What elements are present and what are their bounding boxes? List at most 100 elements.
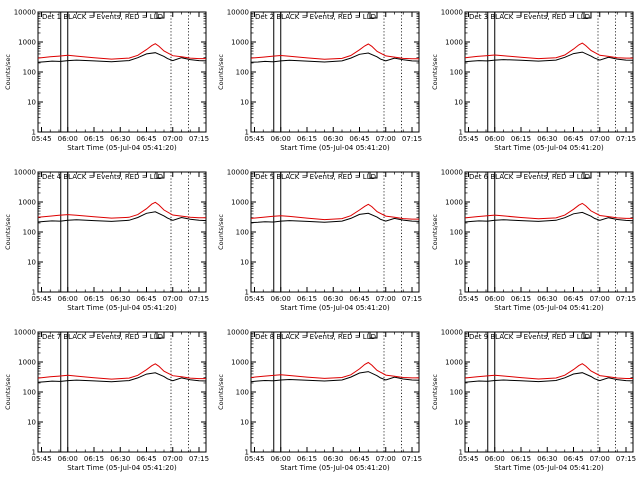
x-tick-label: 06:15: [84, 135, 104, 143]
y-tick-label: 10000: [441, 9, 463, 17]
y-tick-label: 10000: [14, 169, 36, 177]
x-tick-label: 06:30: [323, 295, 343, 303]
lld-series-line: [37, 201, 206, 219]
y-axis-label: Counts/sec: [431, 54, 439, 90]
y-tick-label: 10000: [227, 169, 249, 177]
y-tick-label: 10: [27, 259, 36, 267]
y-tick-label: 100: [450, 69, 463, 77]
y-tick-label: 100: [450, 229, 463, 237]
x-tick-label: 07:00: [163, 455, 183, 463]
y-tick-label: 1: [245, 289, 249, 297]
x-axis-label: Start Time (05-Jul-04 05:41:20): [280, 464, 390, 472]
x-tick-label: 07:00: [590, 295, 610, 303]
time-bracket-marker: [156, 172, 165, 179]
x-tick-label: 07:15: [189, 295, 209, 303]
y-tick-label: 100: [450, 389, 463, 397]
panel-5: 1 10 100 1000 10000 05:45 06:00 06:15 06:30 06:45…: [217, 169, 422, 313]
lld-series-line: [250, 361, 419, 379]
time-bracket-marker: [369, 332, 378, 339]
y-tick-label: 100: [236, 229, 249, 237]
panel-8: 1 10 100 1000 10000 05:45 06:00 06:15 06:30 06:45…: [217, 329, 422, 473]
lld-series-line: [464, 363, 633, 380]
x-tick-label: 05:45: [31, 135, 51, 143]
x-tick-label: 06:30: [110, 455, 130, 463]
panel-2: 1 10 100 1000 10000 05:45 06:00 06:15 06:30 06:45…: [217, 9, 422, 153]
x-tick-label: 06:00: [58, 295, 78, 303]
time-bracket-marker: [156, 332, 165, 339]
x-tick-label: 05:45: [244, 135, 264, 143]
y-tick-label: 1: [459, 129, 463, 137]
x-tick-label: 07:00: [590, 455, 610, 463]
panel-3: 1 10 100 1000 10000 05:45 06:00 06:15 06:30 06:45…: [431, 9, 636, 153]
x-tick-label: 06:15: [297, 295, 317, 303]
lld-series-line: [250, 203, 419, 221]
panel-7: 1 10 100 1000 10000 05:45 06:00 06:15 06:30 06:45…: [4, 329, 209, 473]
x-tick-label: 07:15: [616, 295, 636, 303]
panel-title: Det 3 BLACK = Events, RED = LLD: [469, 13, 590, 21]
x-tick-label: 06:15: [297, 455, 317, 463]
time-bracket-marker: [369, 172, 378, 179]
x-tick-label: 06:00: [485, 135, 505, 143]
time-bracket-marker: [156, 12, 165, 19]
x-tick-label: 06:45: [349, 295, 369, 303]
x-tick-label: 05:45: [31, 295, 51, 303]
x-tick-label: 07:15: [402, 135, 422, 143]
x-tick-label: 06:15: [297, 135, 317, 143]
x-tick-label: 06:45: [349, 135, 369, 143]
x-tick-label: 05:45: [458, 135, 478, 143]
x-tick-label: 06:15: [84, 295, 104, 303]
y-tick-label: 10: [240, 99, 249, 107]
y-tick-label: 10: [27, 419, 36, 427]
x-tick-label: 07:15: [189, 135, 209, 143]
y-tick-label: 100: [236, 389, 249, 397]
events-series-line: [250, 52, 420, 63]
x-tick-label: 06:30: [537, 455, 557, 463]
panel-title: Det 7 BLACK = Events, RED = LLD: [42, 333, 163, 341]
x-tick-label: 06:45: [563, 295, 583, 303]
y-tick-label: 1000: [18, 359, 36, 367]
x-tick-label: 06:45: [136, 135, 156, 143]
y-axis-label: Counts/sec: [4, 54, 12, 90]
x-tick-label: 07:15: [616, 135, 636, 143]
time-bracket-marker: [583, 332, 592, 339]
x-tick-label: 06:45: [136, 455, 156, 463]
x-tick-label: 06:30: [537, 295, 557, 303]
lld-series-line: [464, 42, 633, 60]
x-axis-label: Start Time (05-Jul-04 05:41:20): [67, 144, 177, 152]
y-tick-label: 1000: [18, 199, 36, 207]
y-tick-label: 10000: [227, 329, 249, 337]
x-tick-label: 06:15: [511, 455, 531, 463]
lld-series-line: [37, 43, 206, 60]
y-tick-label: 1000: [445, 199, 463, 207]
panel-title: Det 6 BLACK = Events, RED = LLD: [469, 173, 590, 181]
y-tick-label: 1: [32, 129, 36, 137]
y-tick-label: 100: [23, 389, 36, 397]
x-tick-label: 07:00: [590, 135, 610, 143]
y-tick-label: 100: [23, 229, 36, 237]
x-axis-label: Start Time (05-Jul-04 05:41:20): [494, 144, 604, 152]
y-tick-label: 10: [454, 99, 463, 107]
y-axis-label: Counts/sec: [217, 54, 225, 90]
y-tick-label: 10: [454, 259, 463, 267]
x-tick-label: 07:15: [189, 455, 209, 463]
events-series-line: [250, 212, 420, 224]
x-tick-label: 06:45: [563, 455, 583, 463]
x-tick-label: 07:15: [402, 455, 422, 463]
x-tick-label: 06:30: [323, 455, 343, 463]
lld-series-line: [250, 43, 419, 60]
y-tick-label: 10: [27, 99, 36, 107]
events-series-line: [37, 52, 207, 63]
events-series-line: [37, 211, 207, 223]
y-tick-label: 10: [240, 419, 249, 427]
x-tick-label: 06:15: [511, 135, 531, 143]
time-bracket-marker: [369, 12, 378, 19]
x-tick-label: 06:45: [136, 295, 156, 303]
x-tick-label: 05:45: [31, 455, 51, 463]
y-tick-label: 10000: [14, 329, 36, 337]
panel-title: Det 4 BLACK = Events, RED = LLD: [42, 173, 163, 181]
panel-title: Det 8 BLACK = Events, RED = LLD: [255, 333, 376, 341]
x-tick-label: 06:00: [485, 295, 505, 303]
y-axis-label: Counts/sec: [4, 374, 12, 410]
y-axis-label: Counts/sec: [217, 214, 225, 250]
y-tick-label: 1: [32, 289, 36, 297]
